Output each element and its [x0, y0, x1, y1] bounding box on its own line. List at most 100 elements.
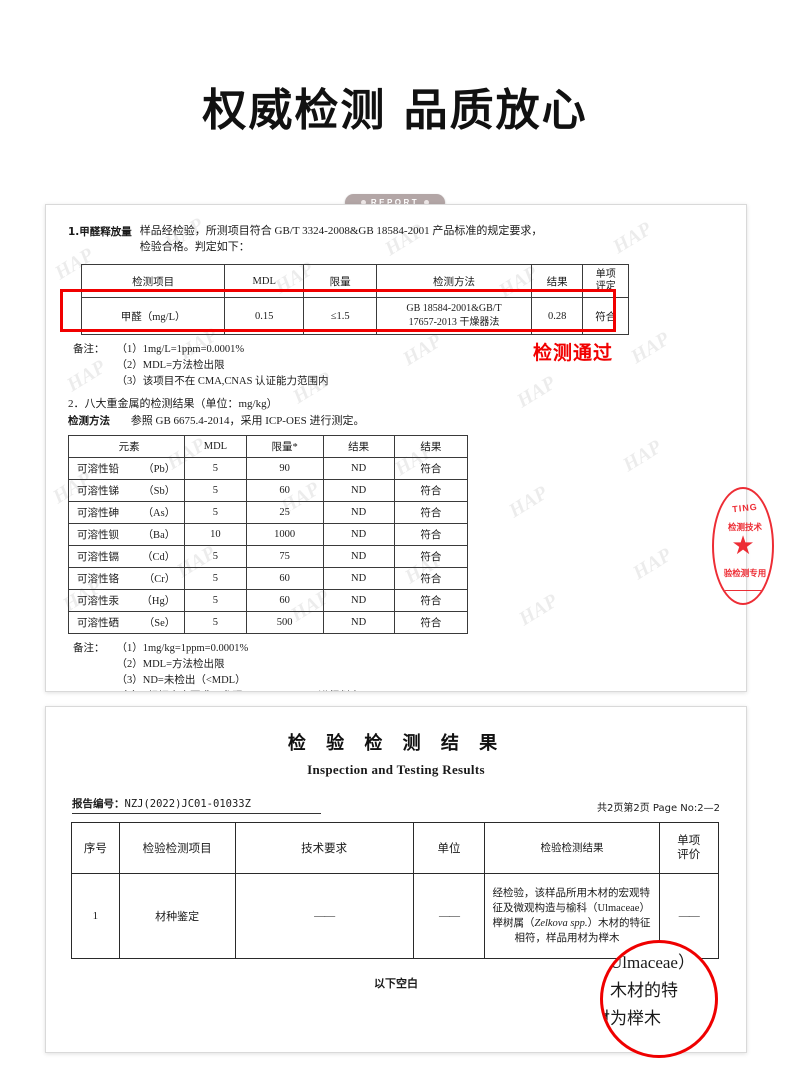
cell-result-line3-suffix: ）木材的特征	[587, 918, 651, 929]
magnifier-line2: ）木材的特	[600, 981, 678, 1000]
cell-method: GB 18584-2001&GB/T 17657-2013 干燥器法	[376, 297, 532, 335]
cell-evaluation: 符合	[393, 545, 469, 568]
table-row: 可溶性镉 （Cd） 5 75 ND 符合	[67, 545, 469, 568]
cell-result-line3-prefix: 榉树属（	[492, 918, 535, 929]
cell-element-name: 可溶性镉	[77, 552, 119, 563]
magnifier-callout: （Ulmaceae） ）木材的特 材为榉木	[600, 940, 718, 1058]
cell-evaluation: 符合	[393, 501, 469, 524]
table-row-header: 元素 MDL 限量* 结果 结果	[67, 435, 469, 458]
col-header-result: 结果	[322, 435, 395, 458]
cell-mdl: 5	[184, 567, 247, 590]
note-item: （3）该项目不在 CMA,CNAS 认证能力范围内	[116, 376, 329, 387]
note-item: （4）*根据客户要求，参照 GB 6675.4-2014 进行判定	[117, 689, 361, 691]
report-number-value: NZJ(2022)JC01-01033Z	[124, 798, 251, 810]
cell-item: 材种鉴定	[118, 873, 236, 959]
section1-statement-line1: 样品经检验，所测项目符合 GB/T 3324-2008&GB 18584-200…	[139, 225, 543, 237]
cell-element-name: 可溶性砷	[77, 508, 119, 519]
pass-stamp-label: 检测通过	[533, 342, 614, 364]
cell-result-line3: 榉树属（Zelkova spp.）木材的特征	[492, 916, 651, 931]
cell-element-symbol: （Cd）	[141, 552, 176, 563]
cell-mdl: 5	[184, 479, 247, 502]
cell-element-name: 可溶性钡	[77, 530, 119, 541]
col-header-evaluation-line2: 评定	[595, 281, 616, 292]
cell-evaluation: 符合	[393, 611, 469, 634]
report1-body: 1.甲醛释放量 样品经检验，所测项目符合 GB/T 3324-2008&GB 1…	[46, 205, 746, 691]
page-title: 权威检测 品质放心	[202, 85, 588, 136]
table-inspection-results: 序号 检验检测项目 技术要求 单位 检验检测结果 单项 评价	[71, 822, 720, 959]
cell-result: ND	[322, 523, 395, 546]
col-header-evaluation-line2: 评价	[677, 849, 701, 861]
official-seal-stamp: TING 检测技术 ★ 验检测专用	[712, 487, 774, 605]
table-row: 甲醛（mg/L） 0.15 ≤1.5 GB 18584-2001&GB/T 17…	[80, 297, 629, 335]
col-header-element: 元素	[67, 435, 186, 458]
cell-no: 1	[71, 873, 120, 959]
section1-statement: 样品经检验，所测项目符合 GB/T 3324-2008&GB 18584-200…	[140, 223, 543, 255]
cell-element-symbol: （Ba）	[142, 530, 176, 541]
section1-statement-line2: 检验合格。判定如下：	[139, 241, 250, 253]
table-row: 可溶性硒 （Se） 5 500 ND 符合	[67, 611, 469, 634]
col-header-item: 检测项目	[80, 264, 226, 298]
table-formaldehyde: 检测项目 MDL 限量 检测方法 结果 单项 评定 甲醛（m	[80, 264, 629, 335]
magnifier-line3: 材为榉木	[603, 1009, 661, 1028]
cell-mdl: 5	[184, 545, 247, 568]
cell-evaluation: 符合	[393, 457, 469, 480]
cell-element-symbol: （Se）	[143, 618, 176, 629]
page-indicator: 共2页第2页 Page No:2—2	[597, 803, 720, 814]
cell-limit: 90	[245, 457, 324, 480]
cell-evaluation: 符合	[393, 589, 469, 612]
cell-evaluation: 符合	[393, 523, 469, 546]
section2-method-label: 检测方法	[68, 415, 110, 427]
note-item: （1）1mg/L=1ppm=0.0001%	[116, 344, 245, 355]
cell-result-species: Zelkova spp.	[534, 918, 588, 929]
report2-subtitle: Inspection and Testing Results	[307, 762, 485, 777]
cell-limit: 500	[245, 611, 324, 634]
section2-heading: 2．八大重金属的检测结果（单位：mg/kg）	[68, 398, 278, 410]
cell-limit: 60	[245, 589, 324, 612]
col-header-result: 检验检测结果	[484, 822, 660, 874]
table-row: 可溶性铬 （Cr） 5 60 ND 符合	[67, 567, 469, 590]
report2-title: 检 验 检 测 结 果	[287, 733, 505, 754]
cell-element-symbol: （Pb）	[143, 464, 176, 475]
section2-method-row: 检测方法 参照 GB 6675.4-2014，采用 ICP-OES 进行测定。	[68, 413, 724, 430]
cell-result: ND	[322, 501, 395, 524]
cell-element-name: 可溶性锑	[77, 486, 119, 497]
cell-result-line1: 经检验，该样品所用木材的宏观特	[492, 888, 650, 899]
table-row: 可溶性铅 （Pb） 5 90 ND 符合	[67, 457, 469, 480]
col-header-requirement: 技术要求	[234, 822, 414, 874]
cell-limit: 60	[245, 479, 324, 502]
star-icon: ★	[731, 531, 755, 560]
cell-element-symbol: （Cr）	[143, 574, 176, 585]
section1-notes-label: 备注：	[73, 344, 105, 355]
cell-element-symbol: （Hg）	[141, 596, 176, 607]
cell-result: ND	[322, 567, 395, 590]
section2-header: 2．八大重金属的检测结果（单位：mg/kg） 检测方法 参照 GB 6675.4…	[68, 396, 724, 430]
cell-limit: 60	[245, 567, 324, 590]
section1-notes-list: （1）1mg/L=1ppm=0.0001% （2）MDL=方法检出限 （3）该项…	[117, 342, 329, 390]
blank-below-note: 以下空白	[374, 977, 418, 990]
table-row: 1 材种鉴定 —— —— 经检验，该样品所用木材的宏观特 征及微观构造与榆科（U…	[71, 873, 720, 959]
cell-element-name: 可溶性铅	[77, 464, 119, 475]
report-card-formaldehyde-metals: HAP HAP HAP HAP HAP HAP HAP HAP HAP HAP …	[45, 204, 747, 692]
cell-unit: ——	[412, 873, 486, 959]
table-row: 可溶性钡 （Ba） 10 1000 ND 符合	[67, 523, 469, 546]
table-row-header: 序号 检验检测项目 技术要求 单位 检验检测结果 单项 评价	[71, 822, 720, 874]
col-header-mdl: MDL	[184, 435, 247, 458]
badge-dot-left-icon	[360, 200, 366, 205]
cell-result-line4: 相符，样品用材为榉木	[514, 933, 620, 944]
cell-element-name: 可溶性硒	[77, 618, 119, 629]
cell-limit: 25	[245, 501, 324, 524]
cell-mdl: 5	[184, 589, 247, 612]
seal-arc-bottom-text: 验检测专用	[723, 568, 767, 578]
col-header-mdl: MDL	[224, 264, 305, 298]
cell-result: ND	[322, 611, 395, 634]
cell-mdl: 0.15	[224, 297, 305, 335]
section2-notes-label: 备注：	[73, 643, 105, 654]
section1-number: 1.甲醛释放量	[68, 226, 132, 238]
note-item: （3）ND=未检出（<MDL）	[116, 675, 246, 686]
section2-notes: 备注： （1）1mg/kg=1ppm=0.0001% （2）MDL=方法检出限 …	[73, 641, 724, 691]
cell-element-name: 可溶性汞	[77, 596, 119, 607]
cell-mdl: 5	[184, 501, 247, 524]
col-header-no: 序号	[71, 822, 120, 874]
cell-result-line2: 征及微观构造与榆科（Ulmaceae）	[492, 903, 650, 914]
